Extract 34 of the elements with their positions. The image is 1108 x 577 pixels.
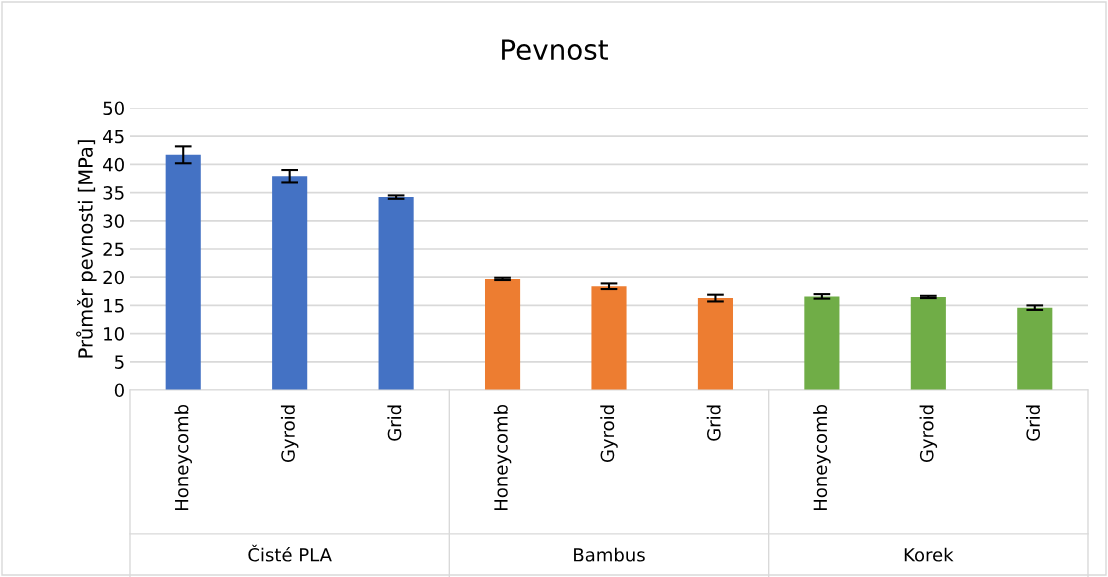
bar: [910, 296, 946, 390]
y-tick-label: 5: [115, 355, 124, 369]
bar: [591, 286, 627, 390]
x-tick-label: Grid: [1026, 405, 1041, 441]
y-tick-label: 35: [103, 186, 124, 200]
x-tick-label: Honeycomb: [493, 404, 512, 511]
chart-title: Pevnost: [502, 39, 608, 61]
x-tick-label: Gyroid: [919, 405, 938, 463]
y-tick-label: 0: [114, 383, 124, 398]
bar: [697, 298, 734, 390]
text: Čisté PLA: [248, 544, 332, 562]
y-tick-label: 25: [103, 242, 124, 257]
x-tick-label: Gyroid: [280, 405, 299, 463]
x-tick-label: Honeycomb: [813, 404, 831, 511]
bar: [804, 296, 840, 390]
text: Korek: [904, 547, 954, 562]
x-tick-label: Honeycomb: [174, 404, 192, 511]
x-tick-label: Grid: [387, 405, 402, 441]
x-tick-label: Gyroid: [600, 405, 618, 463]
y-tick-label: 50: [103, 101, 124, 116]
bar: [1017, 307, 1053, 390]
y-tick-label: 40: [103, 157, 124, 172]
y-tick-label: 10: [104, 327, 124, 341]
bar: [378, 197, 414, 390]
bar: [272, 176, 308, 390]
y-tick-label: 20: [103, 270, 124, 285]
x-tick-label: Grid: [706, 405, 721, 441]
bar: [484, 278, 521, 390]
y-tick-label: 45: [103, 129, 124, 144]
bar: [165, 154, 201, 390]
y-tick-label: 30: [103, 214, 124, 228]
text: Bambus: [574, 547, 645, 562]
y-axis-title: Průměr pevnosti [MPa]: [76, 140, 97, 358]
y-tick-label: 15: [104, 299, 124, 313]
